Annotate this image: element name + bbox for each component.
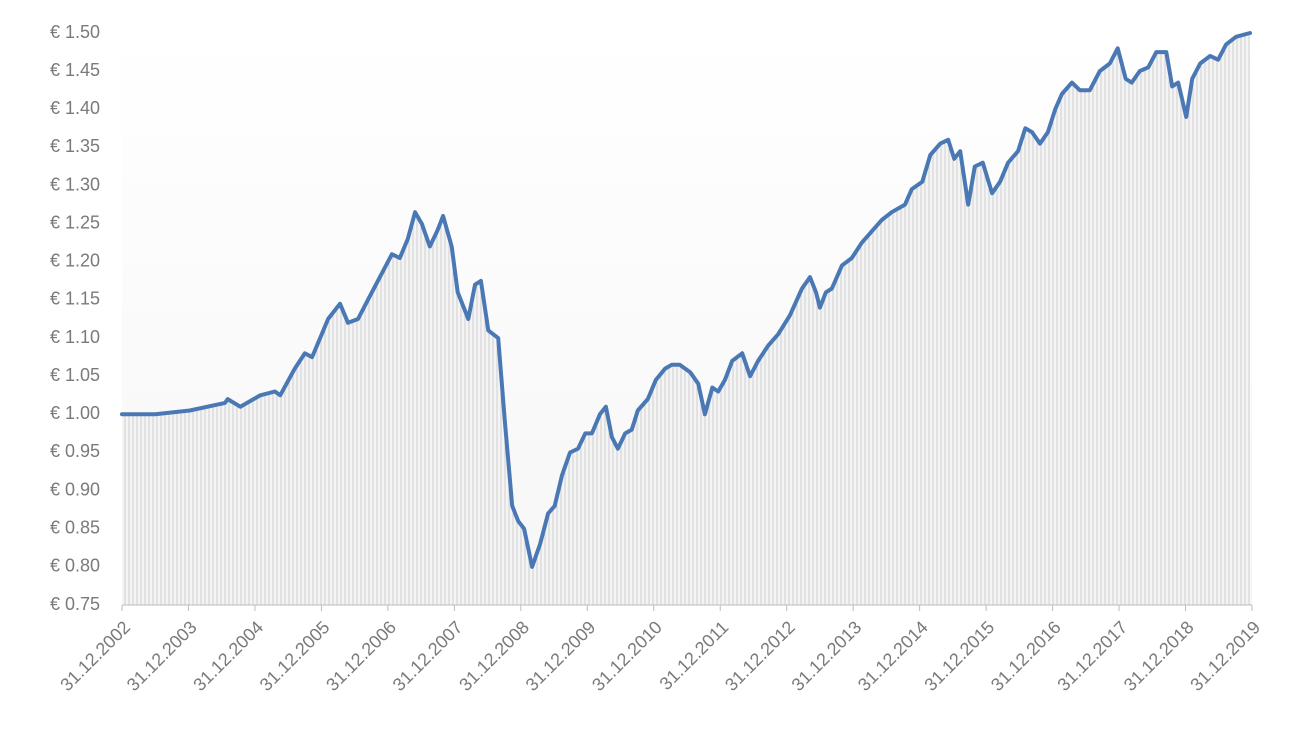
y-tick-label: € 1.10 (50, 327, 100, 347)
x-tick-label: 31.12.2008 (455, 617, 533, 695)
x-tick-label: 31.12.2002 (56, 617, 134, 695)
y-tick-label: € 1.45 (50, 60, 100, 80)
y-tick-label: € 1.05 (50, 365, 100, 385)
x-tick-label: 31.12.2012 (721, 617, 799, 695)
x-tick-label: 31.12.2017 (1053, 617, 1131, 695)
x-tick-label: 31.12.2011 (656, 617, 733, 694)
y-tick-label: € 0.85 (50, 517, 100, 537)
line (120, 31, 1252, 569)
x-tick-label: 31.12.2016 (987, 617, 1065, 695)
y-tick-label: € 1.20 (50, 251, 100, 271)
x-tick-label: 31.12.2019 (1186, 617, 1264, 695)
x-tick-label: 31.12.2014 (854, 617, 932, 695)
y-tick-label: € 1.00 (50, 403, 100, 423)
y-tick-label: € 1.30 (50, 174, 100, 194)
y-tick-label: € 0.90 (50, 479, 100, 499)
y-tick-label: € 0.80 (50, 556, 100, 576)
x-tick-label: 31.12.2013 (788, 617, 866, 695)
x-tick-label: 31.12.2018 (1120, 617, 1198, 695)
y-tick-label: € 1.50 (50, 22, 100, 42)
y-tick-label: € 0.95 (50, 441, 100, 461)
x-tick-label: 31.12.2015 (920, 617, 998, 695)
x-tick-label: 31.12.2010 (588, 617, 666, 695)
y-tick-label: € 1.40 (50, 98, 100, 118)
x-tick-label: 31.12.2006 (322, 617, 400, 695)
x-tick-label: 31.12.2004 (189, 617, 267, 695)
y-tick-label: € 0.75 (50, 594, 100, 614)
x-tick-label: 31.12.2007 (389, 617, 467, 695)
x-tick-label: 31.12.2005 (256, 617, 334, 695)
y-tick-label: € 1.25 (50, 212, 100, 232)
area (122, 33, 1250, 605)
y-tick-label: € 1.35 (50, 136, 100, 156)
x-tick-label: 31.12.2009 (522, 617, 600, 695)
x-tick-label: 31.12.2003 (123, 617, 201, 695)
y-tick-label: € 1.15 (50, 289, 100, 309)
